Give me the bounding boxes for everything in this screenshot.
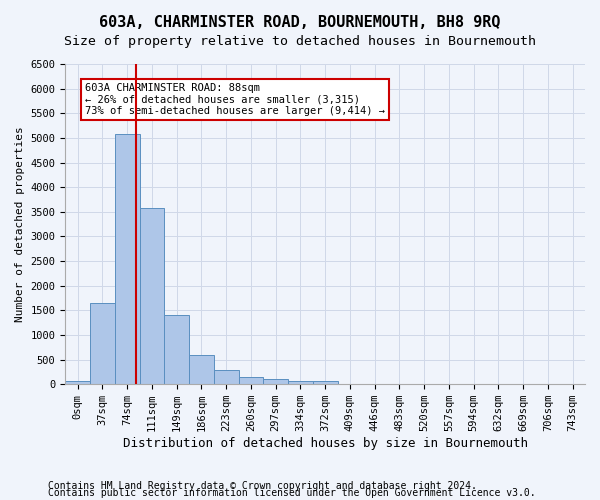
- Bar: [263, 380, 288, 384]
- X-axis label: Distribution of detached houses by size in Bournemouth: Distribution of detached houses by size …: [122, 437, 527, 450]
- Bar: [164, 316, 189, 384]
- Bar: [239, 376, 263, 384]
- Text: 603A CHARMINSTER ROAD: 88sqm
← 26% of detached houses are smaller (3,315)
73% of: 603A CHARMINSTER ROAD: 88sqm ← 26% of de…: [85, 82, 385, 116]
- Text: Contains public sector information licensed under the Open Government Licence v3: Contains public sector information licen…: [48, 488, 536, 498]
- Y-axis label: Number of detached properties: Number of detached properties: [15, 126, 25, 322]
- Bar: [313, 382, 338, 384]
- Bar: [90, 304, 115, 384]
- Text: 603A, CHARMINSTER ROAD, BOURNEMOUTH, BH8 9RQ: 603A, CHARMINSTER ROAD, BOURNEMOUTH, BH8…: [99, 15, 501, 30]
- Bar: [214, 370, 239, 384]
- Text: Size of property relative to detached houses in Bournemouth: Size of property relative to detached ho…: [64, 35, 536, 48]
- Text: Contains HM Land Registry data © Crown copyright and database right 2024.: Contains HM Land Registry data © Crown c…: [48, 481, 477, 491]
- Bar: [65, 381, 90, 384]
- Bar: [115, 134, 140, 384]
- Bar: [140, 208, 164, 384]
- Bar: [189, 355, 214, 384]
- Bar: [288, 380, 313, 384]
